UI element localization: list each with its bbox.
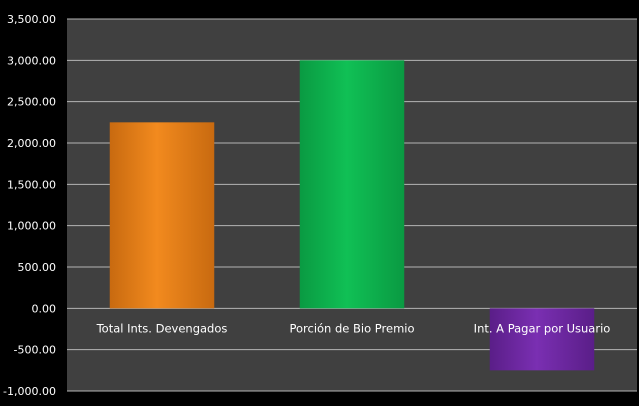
y-tick-label: 3,500.00 [7,13,56,26]
y-tick-label: 500.00 [18,261,57,274]
y-axis-tick-labels: 3,500.00 3,000.00 2,500.00 2,000.00 1,500.00… [3,13,56,398]
category-label: Total Ints. Devengados [96,321,228,335]
y-tick-label: 0.00 [32,302,57,315]
category-label: Int. A Pagar por Usuario [474,321,611,335]
x-axis-category-labels: Total Ints. Devengados Porción de Bio Pre… [96,321,611,335]
y-tick-label: 3,000.00 [7,54,56,67]
bar [489,308,595,371]
y-tick-label: 2,500.00 [7,96,56,109]
y-tick-label: -500.00 [14,344,56,357]
category-label: Porción de Bio Premio [289,321,414,335]
y-tick-label: -1,000.00 [3,385,56,398]
bars [109,60,595,371]
bar [109,122,215,309]
y-tick-label: 1,500.00 [7,178,56,191]
y-tick-label: 1,000.00 [7,220,56,233]
y-tick-label: 2,000.00 [7,137,56,150]
bar [299,60,405,309]
